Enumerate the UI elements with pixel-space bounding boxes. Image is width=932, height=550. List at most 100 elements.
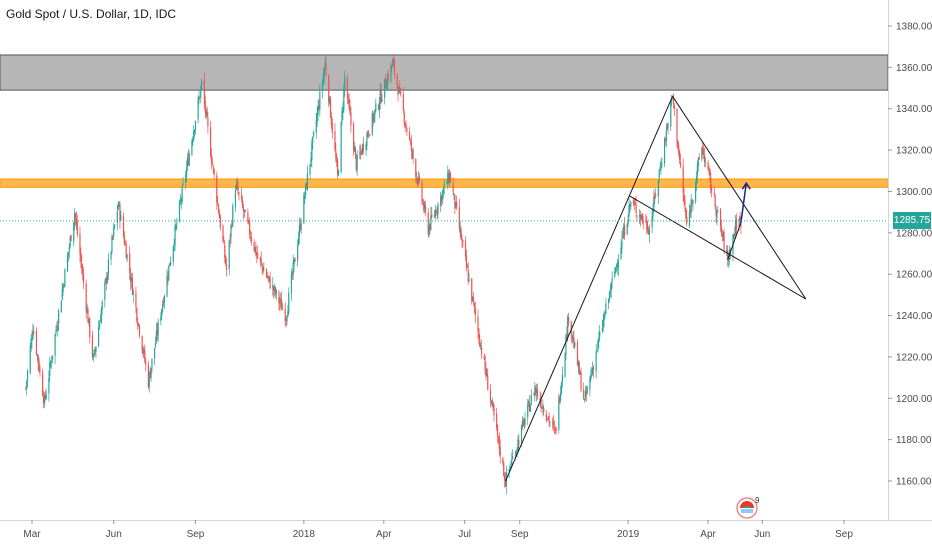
candle-body <box>508 469 510 471</box>
candle <box>597 339 599 353</box>
candle <box>684 195 686 213</box>
candle-body <box>135 292 137 308</box>
candle-body <box>365 144 367 150</box>
candle <box>628 197 630 222</box>
candle <box>400 87 402 97</box>
candle <box>122 212 125 239</box>
candle <box>167 271 169 286</box>
candle-body <box>441 191 444 200</box>
candle-body <box>723 231 725 250</box>
candle <box>304 191 306 204</box>
candle <box>424 200 426 214</box>
candle <box>723 228 725 255</box>
x-tick-label: 2018 <box>293 529 316 540</box>
candle <box>130 267 132 291</box>
candle-body <box>259 257 261 261</box>
tradingview-logo-icon[interactable]: 9 <box>736 494 762 520</box>
candle <box>325 56 327 77</box>
candle-body <box>472 296 474 300</box>
candle-body <box>191 140 193 155</box>
candle-body <box>585 392 587 395</box>
candle <box>129 245 131 281</box>
candle-body <box>553 425 555 428</box>
candle-body <box>679 162 682 167</box>
candle-body <box>521 421 523 428</box>
candle-body <box>253 242 255 250</box>
candle-body <box>589 377 591 390</box>
candle <box>691 198 693 207</box>
candle-body <box>67 251 70 256</box>
trendline <box>727 222 742 260</box>
candle-body <box>317 105 319 115</box>
candle-body <box>597 340 599 351</box>
candle-body <box>154 343 157 347</box>
candle-body <box>511 459 513 465</box>
candle-body <box>533 393 535 396</box>
candle-body <box>610 281 612 291</box>
candle-body <box>661 163 663 167</box>
candle-body <box>429 224 431 230</box>
candle <box>153 347 156 365</box>
candle-body <box>32 331 34 339</box>
candle <box>45 388 47 400</box>
trendline <box>672 96 807 300</box>
candle <box>176 217 178 231</box>
candle <box>591 361 594 376</box>
candle-body <box>371 113 373 135</box>
candle <box>517 435 519 452</box>
candle-body <box>193 129 196 133</box>
candle <box>703 147 706 168</box>
candle <box>653 189 655 213</box>
candle <box>403 109 405 128</box>
candle-body <box>210 154 213 163</box>
candle-body <box>290 274 293 294</box>
candle <box>187 149 189 166</box>
candle-body <box>548 416 550 423</box>
candle-body <box>147 364 149 388</box>
candle <box>241 196 244 209</box>
candle-body <box>400 91 402 95</box>
candle <box>377 103 380 111</box>
candle-body <box>503 462 505 477</box>
candle <box>265 267 268 279</box>
candle <box>479 333 481 348</box>
candle <box>573 330 575 350</box>
candle-body <box>273 286 275 292</box>
candle-body <box>334 131 336 150</box>
candle-body <box>633 202 635 204</box>
candle-body <box>360 150 362 152</box>
candle-body <box>66 255 69 272</box>
candle-body <box>651 215 653 228</box>
candle <box>616 258 619 275</box>
candle-body <box>79 233 81 255</box>
candle-body <box>193 130 195 141</box>
candle <box>161 308 163 321</box>
candle-body <box>62 284 64 292</box>
candle-body <box>596 350 598 351</box>
candle-body <box>545 414 547 421</box>
candle <box>661 157 663 169</box>
candle <box>521 416 523 430</box>
candle-body <box>386 76 388 89</box>
candle <box>515 449 517 457</box>
candle <box>256 251 258 264</box>
candle <box>250 231 253 246</box>
candle <box>599 324 601 342</box>
zones-layer <box>0 54 889 188</box>
candle-body <box>312 136 314 143</box>
candle <box>58 308 60 331</box>
candle <box>82 266 85 289</box>
candle <box>74 208 76 231</box>
candle <box>646 215 648 235</box>
candle <box>287 305 289 317</box>
candle-body <box>36 354 38 356</box>
candle-body <box>658 170 660 179</box>
candle <box>111 233 113 255</box>
candle <box>161 299 164 314</box>
candle-body <box>433 214 436 217</box>
candle-body <box>671 98 673 101</box>
candle-body <box>304 196 306 198</box>
candle <box>579 370 581 375</box>
candle-body <box>174 226 176 246</box>
